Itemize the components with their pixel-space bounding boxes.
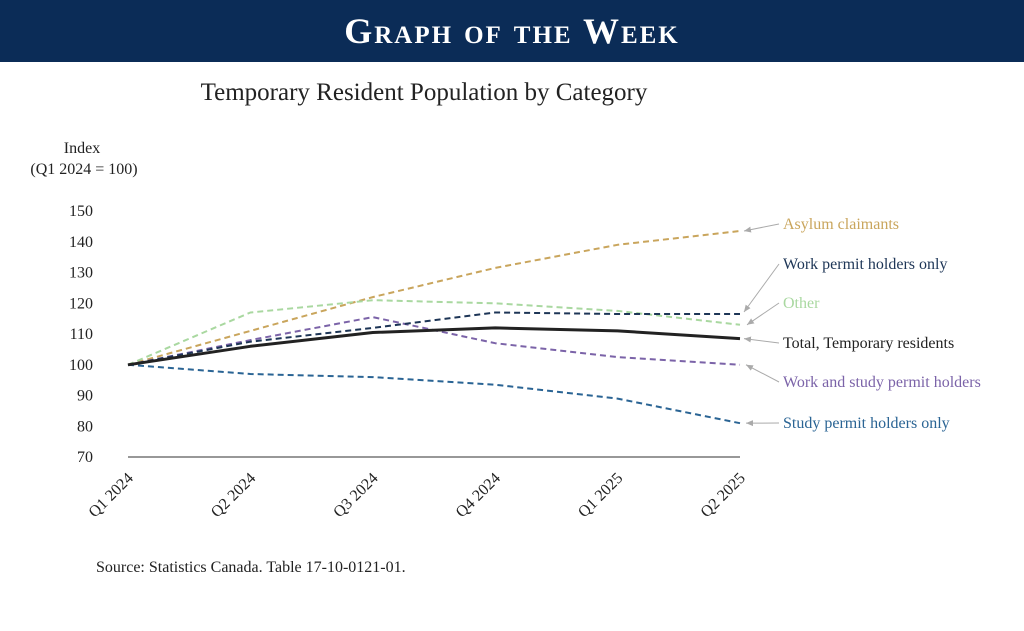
source-note: Source: Statistics Canada. Table 17-10-0…: [96, 559, 406, 576]
x-tick-label: Q2 2024: [208, 470, 259, 521]
x-tick-label: Q1 2024: [86, 470, 137, 521]
legend-label-total: Total, Temporary residents: [783, 335, 954, 352]
y-tick-label: 130: [69, 265, 93, 282]
chart-title: Temporary Resident Population by Categor…: [201, 79, 648, 106]
legend: Asylum claimants Work permit holders only…: [743, 216, 981, 432]
y-axis-label-line1: Index: [64, 140, 100, 157]
series-lines: [127, 230, 741, 425]
line-chart: Temporary Resident Population by Categor…: [30, 79, 981, 576]
x-tick-label: Q4 2024: [453, 470, 504, 521]
legend-arrow-work: [743, 263, 780, 313]
x-tick-label: Q1 2025: [575, 470, 626, 521]
y-tick-label: 80: [77, 418, 93, 435]
banner: Graph of the Week: [0, 0, 1024, 62]
x-tick-label: Q2 2025: [698, 470, 749, 521]
legend-label-work: Work permit holders only: [783, 256, 947, 273]
series-line-asylum: [127, 230, 741, 366]
y-tick-label: 150: [69, 203, 93, 220]
series-line-study: [127, 363, 741, 425]
banner-title: Graph of the Week: [344, 11, 680, 51]
y-tick-label: 70: [77, 449, 93, 466]
y-tick-label: 110: [70, 326, 93, 343]
legend-label-asylum: Asylum claimants: [783, 216, 899, 233]
series-line-workstudy: [127, 316, 741, 366]
y-axis-label-line2: (Q1 2024 = 100): [30, 161, 137, 178]
series-line-total: [127, 326, 741, 367]
legend-arrow-other: [746, 302, 780, 326]
y-tick-label: 100: [69, 357, 93, 374]
x-axis-ticks: Q1 2024 Q2 2024 Q3 2024 Q4 2024 Q1 2025 Q2 20…: [86, 470, 749, 521]
legend-label-workstudy: Work and study permit holders: [783, 374, 981, 391]
series-line-work: [127, 311, 740, 366]
y-tick-label: 120: [69, 295, 93, 312]
x-tick-label: Q3 2024: [330, 470, 381, 521]
y-axis-ticks: 150 140 130 120 110 100 90 80 70: [69, 203, 93, 466]
legend-arrow-total: [743, 336, 780, 344]
legend-arrow-workstudy: [745, 364, 780, 383]
y-tick-label: 140: [69, 234, 93, 251]
legend-arrow-asylum: [743, 223, 780, 233]
legend-label-study: Study permit holders only: [783, 415, 950, 432]
y-tick-label: 90: [77, 388, 93, 405]
legend-label-other: Other: [783, 295, 820, 312]
